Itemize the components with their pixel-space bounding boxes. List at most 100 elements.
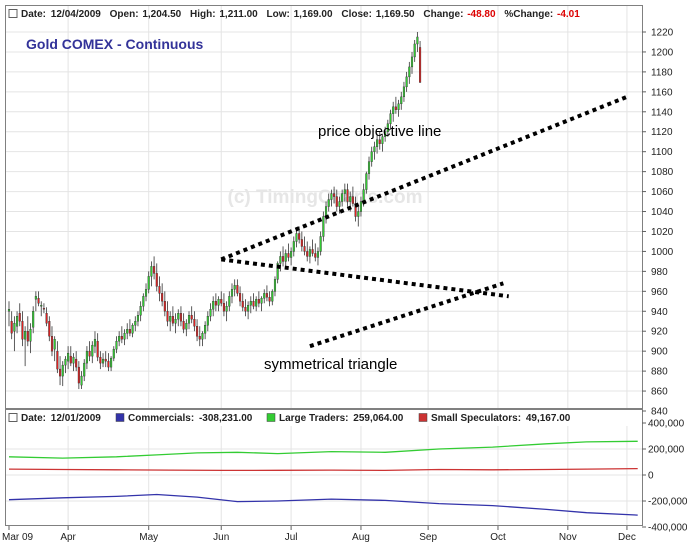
legend-commercials-value: -308,231.00 (199, 413, 253, 424)
candle-body (397, 103, 400, 110)
cot-tick-label: 0 (648, 471, 654, 482)
x-tick-label: Oct (490, 532, 506, 543)
triangle-line (309, 281, 504, 349)
candle-body (330, 193, 333, 200)
candle-body (153, 266, 156, 274)
candle-body (287, 253, 290, 258)
candle-body (357, 211, 360, 217)
price-tick-label: 1060 (651, 187, 674, 198)
candle-body (40, 305, 43, 307)
candle-body (249, 301, 252, 306)
header-high-value: 1,211.00 (219, 9, 258, 20)
header-high-label: High: (190, 9, 216, 20)
header-change-label: Change: (423, 9, 463, 20)
legend-swatch-small-speculators (418, 413, 428, 422)
candle-body (255, 299, 258, 307)
candle-body (338, 201, 341, 207)
candle-body (112, 348, 115, 359)
cot-date-label: Date: (21, 413, 46, 424)
candle-body (18, 313, 21, 322)
price-tick-label: 860 (651, 387, 668, 398)
candle-body (67, 352, 70, 362)
header-open-value: 1,204.50 (142, 9, 181, 20)
candle-body (400, 96, 403, 105)
header-change-value: -48.80 (467, 9, 496, 20)
candle-body (333, 193, 336, 197)
candle-body (99, 356, 102, 364)
x-tick-label: May (139, 532, 158, 543)
legend-small-speculators-value: 49,167.00 (526, 413, 571, 424)
candle-body (335, 196, 338, 207)
cot-date: Date: 12/01/2009 (21, 413, 101, 424)
candle-body (327, 199, 330, 207)
candle-body (273, 279, 277, 292)
candle-body (144, 289, 148, 297)
candle-body (96, 340, 99, 358)
header-date-value: 12/04/2009 (51, 9, 101, 20)
candle-body (185, 323, 188, 330)
candle-body (120, 335, 123, 340)
candle-body (206, 316, 209, 326)
legend-swatch-commercials (115, 413, 125, 422)
candle-body (16, 316, 19, 327)
price-panel-frame (5, 5, 643, 409)
price-tick-label: 1020 (651, 227, 674, 238)
candle-body (85, 350, 88, 364)
candle-body (212, 301, 215, 310)
candle-body (171, 316, 174, 324)
cot-tick-label: 200,000 (648, 445, 685, 456)
candle-body (75, 358, 78, 368)
candle-body (64, 358, 67, 366)
candle-body (365, 173, 368, 190)
candle-body (198, 335, 201, 340)
candle-body (29, 329, 32, 342)
price-header: Date: 12/04/2009 Open: 1,204.50 High: 1,… (8, 9, 580, 20)
objective-line (220, 94, 628, 262)
cot-tick-label: -400,000 (648, 523, 688, 534)
x-axis: Mar 09 Apr May Jun Jul Aug Sep Oct Nov Dec (2, 526, 636, 543)
candle-body (284, 253, 287, 262)
candle-body (163, 301, 166, 312)
candle-body (26, 331, 29, 342)
candle-body (271, 291, 274, 302)
objective-annotation: price objective line (318, 123, 441, 140)
candle-body (34, 296, 37, 300)
cot-series-line (8, 467, 638, 472)
candle-body (59, 368, 62, 377)
candle-body (295, 233, 298, 242)
candle-body (7, 309, 11, 312)
candle-body (252, 301, 255, 307)
candle-body (416, 36, 419, 45)
candle-body (187, 315, 191, 324)
price-tick-label: 1220 (651, 28, 674, 39)
candle-body (279, 256, 282, 264)
candle-body (405, 76, 408, 88)
header-low-label: Low: (267, 9, 290, 20)
candle-body (376, 139, 379, 147)
legend-large-traders-value: 259,064.00 (353, 413, 403, 424)
legend-small-speculators-name: Small Speculators (431, 413, 518, 424)
candle-body (268, 297, 271, 302)
legend-commercials-name: Commercials (128, 413, 191, 424)
trend-lines (220, 94, 628, 349)
chart-title: Gold COMEX - Continuous (26, 36, 204, 52)
candle-body (225, 306, 228, 312)
candle-body (276, 263, 279, 280)
cot-date-value: 12/01/2009 (51, 413, 101, 424)
candle-body (373, 146, 376, 152)
candle-body (378, 139, 381, 144)
candle-body (314, 253, 317, 258)
x-tick-label: Sep (419, 532, 437, 543)
price-tick-label: 1160 (651, 87, 673, 98)
candle-body (384, 131, 387, 137)
candle-body (104, 358, 107, 362)
header-open-label: Open: (110, 9, 139, 20)
price-tick-label: 1100 (651, 147, 673, 158)
cot-tick-label: -200,000 (648, 497, 688, 508)
candle-body (239, 293, 242, 302)
candle-body (139, 306, 142, 316)
candle-body (91, 344, 94, 357)
legend-large-traders-name: Large Traders (279, 413, 346, 424)
